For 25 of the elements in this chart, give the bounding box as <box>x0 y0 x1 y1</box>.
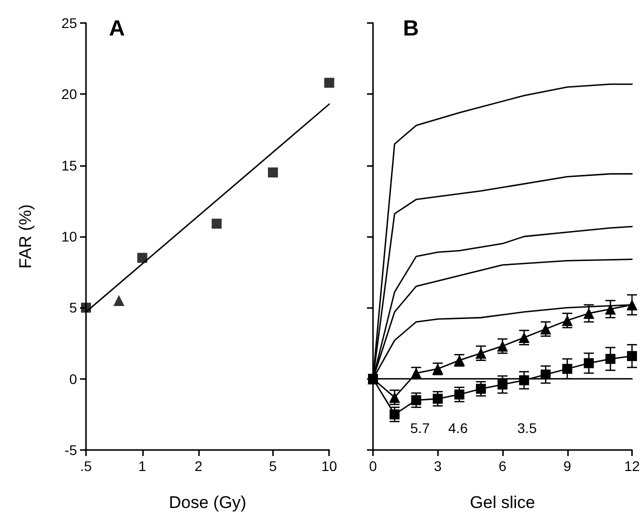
x-tick-label: 1 <box>138 458 146 474</box>
annotation: 3.5 <box>517 420 537 436</box>
x-axis-title: Gel slice <box>470 493 536 512</box>
x-tick-label: 5 <box>269 458 278 474</box>
y-tick-label: 15 <box>61 157 78 174</box>
y-tick-label: 20 <box>61 86 78 102</box>
x-tick-label: 2 <box>194 458 203 474</box>
y-tick-label: 25 <box>61 15 78 31</box>
x-tick-label: 3 <box>434 458 442 474</box>
x-tick-label: .5 <box>80 458 92 474</box>
y-axis-title: FAR (%) <box>16 204 35 269</box>
x-tick-label: 10 <box>321 458 338 474</box>
x-axis-title: Dose (Gy) <box>168 493 246 512</box>
chart-title: B <box>403 16 419 40</box>
y-tick-label: 10 <box>61 228 78 244</box>
y-tick-label: -5 <box>64 442 78 458</box>
annotation: 5.7 <box>410 420 430 436</box>
x-tick-label: 9 <box>563 458 572 474</box>
x-tick-label: 6 <box>498 458 507 474</box>
x-tick-label: 12 <box>624 458 640 474</box>
x-tick-label: 0 <box>369 458 378 474</box>
annotation: 4.6 <box>448 420 468 436</box>
chart-title: A <box>109 16 125 40</box>
y-tick-label: 5 <box>69 300 78 316</box>
y-tick-label: 0 <box>69 370 78 387</box>
